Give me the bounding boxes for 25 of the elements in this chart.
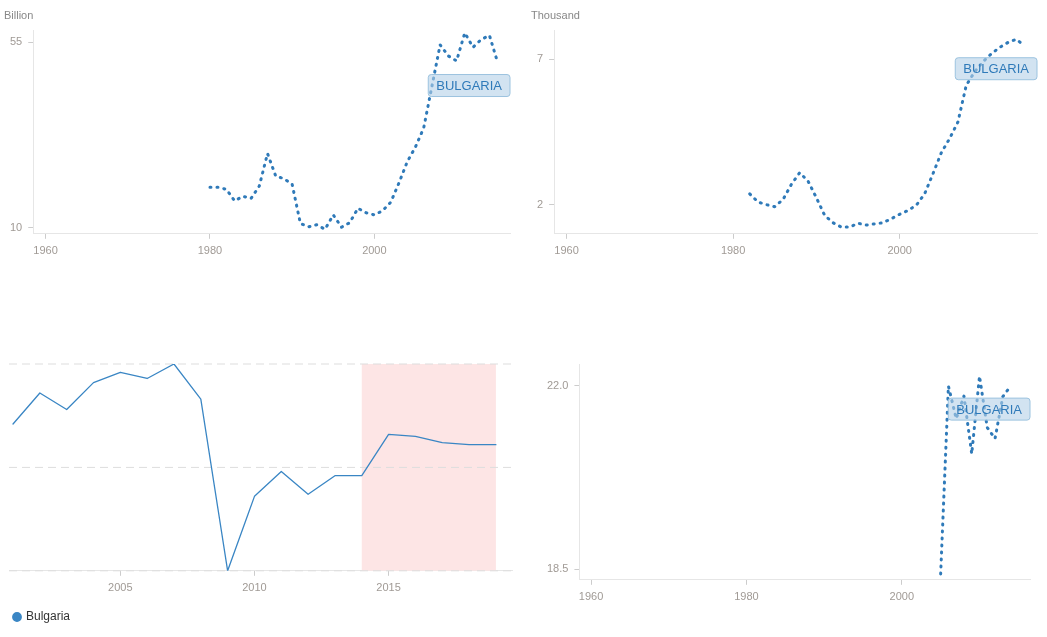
x-tick-label: 2000 xyxy=(887,244,912,257)
y-tick-label: 10 xyxy=(9,220,23,233)
y-tick-label: 18.5 xyxy=(546,562,569,575)
y-tick-label: 7 xyxy=(536,52,544,65)
series-label: BULGARIA xyxy=(963,61,1030,77)
x-tick-label: 1960 xyxy=(578,590,604,603)
series-label: BULGARIA xyxy=(956,401,1023,417)
x-tick-label: 1960 xyxy=(33,244,58,257)
x-tick-label: 1980 xyxy=(734,590,759,603)
x-tick-label: 2000 xyxy=(362,244,387,257)
series-label: BULGARIA xyxy=(436,78,503,94)
y-tick-label: 22.0 xyxy=(546,378,569,391)
x-tick-label: 1980 xyxy=(720,244,746,257)
x-tick-label: 2005 xyxy=(108,581,133,594)
y-tick-label: 55 xyxy=(9,35,23,48)
line-series xyxy=(208,31,500,231)
y-tick-label: 2 xyxy=(536,197,544,210)
x-tick-label: 2000 xyxy=(889,590,915,603)
y-axis-title: Thousand xyxy=(531,8,580,21)
x-tick-label: 1960 xyxy=(554,244,579,257)
legend-label: Bulgaria xyxy=(26,609,71,624)
y-axis-title: Billion xyxy=(4,8,34,21)
x-tick-label: 2010 xyxy=(242,581,267,594)
x-tick-label: 2015 xyxy=(376,581,401,594)
x-tick-label: 1980 xyxy=(197,244,223,257)
